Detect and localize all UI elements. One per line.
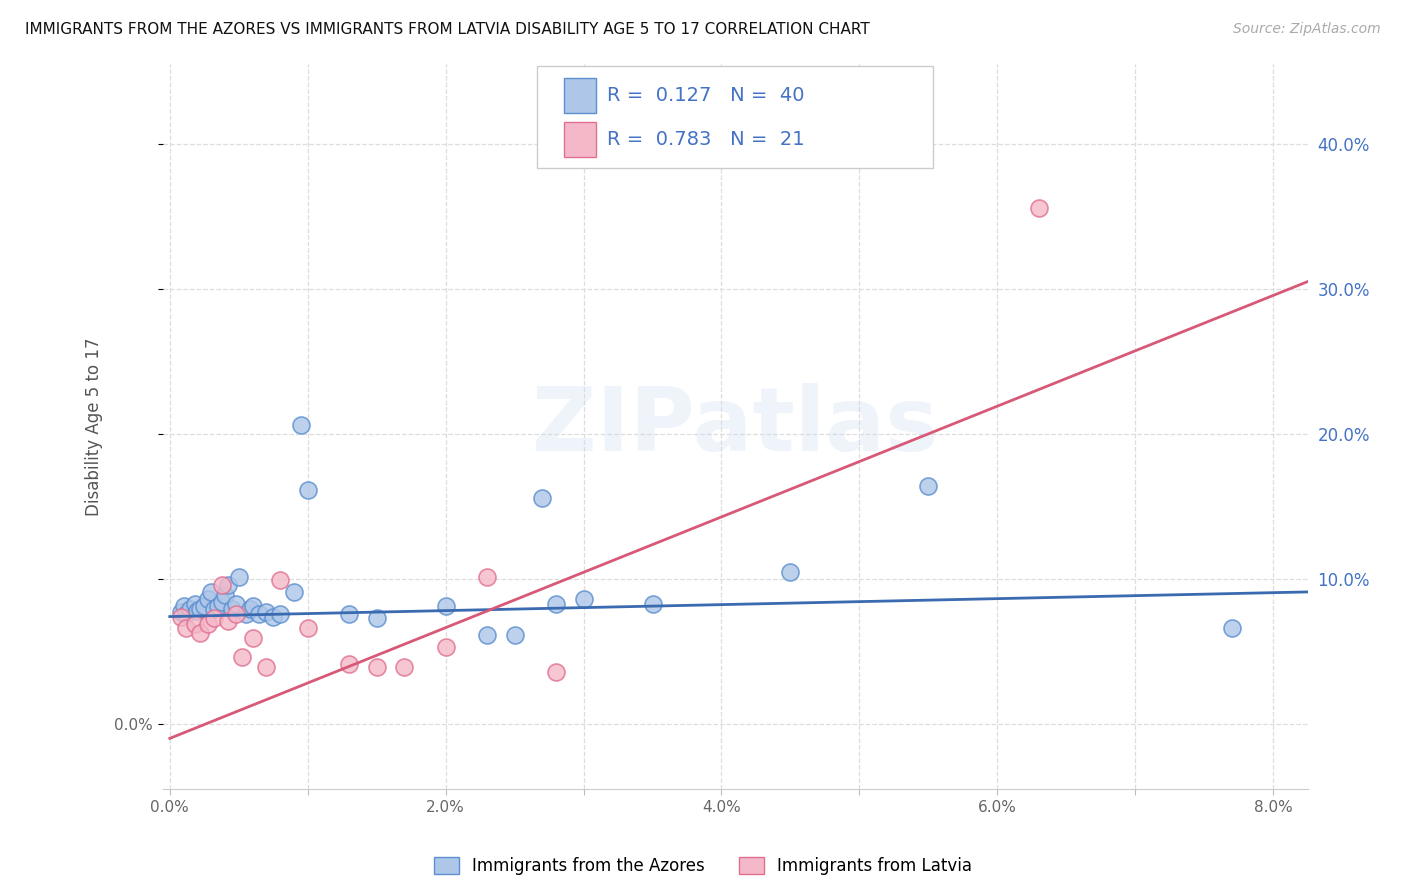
Legend: Immigrants from the Azores, Immigrants from Latvia: Immigrants from the Azores, Immigrants f… bbox=[426, 849, 980, 884]
Point bbox=[231, 650, 253, 665]
Point bbox=[249, 607, 271, 621]
Point bbox=[202, 602, 225, 616]
Point bbox=[394, 660, 416, 674]
Point bbox=[283, 585, 305, 599]
Y-axis label: Disability Age 5 to 17: Disability Age 5 to 17 bbox=[86, 337, 103, 516]
Point bbox=[186, 604, 208, 618]
FancyBboxPatch shape bbox=[537, 65, 934, 168]
Point bbox=[197, 592, 219, 607]
Point bbox=[221, 602, 243, 616]
Point bbox=[202, 611, 225, 625]
Point bbox=[170, 605, 193, 619]
Point bbox=[217, 577, 239, 591]
Point bbox=[544, 597, 567, 611]
Text: R =  0.127   N =  40: R = 0.127 N = 40 bbox=[607, 87, 804, 105]
Point bbox=[503, 628, 526, 642]
Text: IMMIGRANTS FROM THE AZORES VS IMMIGRANTS FROM LATVIA DISABILITY AGE 5 TO 17 CORR: IMMIGRANTS FROM THE AZORES VS IMMIGRANTS… bbox=[25, 22, 870, 37]
Point bbox=[337, 607, 360, 621]
Point bbox=[297, 483, 319, 498]
Point bbox=[176, 621, 198, 635]
Point bbox=[173, 599, 195, 614]
Point bbox=[641, 597, 664, 611]
Point bbox=[434, 599, 457, 614]
Point bbox=[217, 614, 239, 628]
Point bbox=[1220, 621, 1243, 635]
Point bbox=[211, 577, 233, 591]
Point bbox=[337, 657, 360, 672]
Point bbox=[225, 607, 247, 621]
Point bbox=[242, 632, 264, 646]
Point bbox=[254, 660, 277, 674]
Point bbox=[239, 602, 262, 616]
Point bbox=[200, 585, 222, 599]
Point bbox=[197, 616, 219, 631]
Point bbox=[183, 597, 205, 611]
Point bbox=[188, 625, 211, 640]
Point bbox=[572, 592, 595, 607]
Point bbox=[290, 418, 312, 433]
Point bbox=[179, 602, 201, 616]
Point bbox=[262, 609, 284, 624]
Text: R =  0.783   N =  21: R = 0.783 N = 21 bbox=[607, 130, 804, 149]
Point bbox=[475, 628, 498, 642]
Point bbox=[176, 607, 198, 621]
Point bbox=[170, 609, 193, 624]
Point bbox=[779, 565, 801, 579]
Point bbox=[1028, 201, 1050, 215]
Point bbox=[188, 602, 211, 616]
Point bbox=[917, 479, 939, 493]
Point bbox=[242, 599, 264, 614]
Point bbox=[193, 599, 215, 614]
Point bbox=[214, 588, 236, 602]
Point bbox=[366, 611, 388, 625]
Point bbox=[183, 616, 205, 631]
Point bbox=[211, 595, 233, 609]
Point bbox=[269, 574, 291, 588]
Point bbox=[366, 660, 388, 674]
FancyBboxPatch shape bbox=[564, 78, 596, 113]
Point bbox=[544, 665, 567, 679]
Point bbox=[531, 491, 554, 505]
Point bbox=[269, 607, 291, 621]
Text: Source: ZipAtlas.com: Source: ZipAtlas.com bbox=[1233, 22, 1381, 37]
Point bbox=[228, 570, 250, 584]
Point bbox=[207, 599, 229, 614]
Point bbox=[254, 605, 277, 619]
Point bbox=[475, 570, 498, 584]
FancyBboxPatch shape bbox=[564, 122, 596, 157]
Point bbox=[235, 607, 257, 621]
Text: ZIPatlas: ZIPatlas bbox=[531, 383, 938, 470]
Point bbox=[434, 640, 457, 654]
Point bbox=[297, 621, 319, 635]
Point bbox=[225, 597, 247, 611]
